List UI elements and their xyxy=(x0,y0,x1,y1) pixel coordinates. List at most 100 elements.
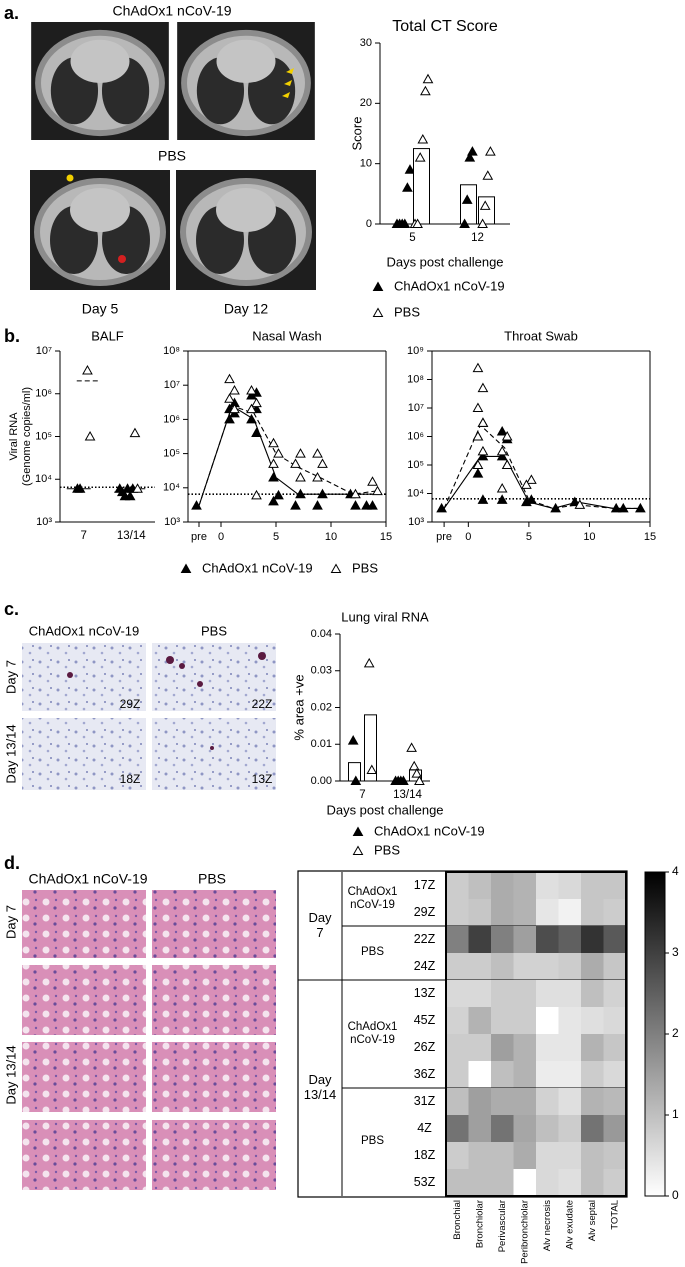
data-point xyxy=(635,502,646,513)
column-label: Alv exudate xyxy=(564,1200,575,1250)
heatmap-cell xyxy=(558,1088,582,1116)
series-line xyxy=(443,424,638,509)
data-point xyxy=(477,417,489,427)
data-point xyxy=(129,427,141,438)
panel-label: d. xyxy=(4,853,20,873)
data-point xyxy=(501,430,513,441)
image-caption: Day 12 xyxy=(224,301,269,317)
data-point xyxy=(251,397,262,408)
heatmap-cell xyxy=(446,899,469,927)
bar xyxy=(413,148,430,225)
heatmap-cell xyxy=(603,1034,627,1062)
data-point xyxy=(268,458,279,468)
y-tick-label: 10 xyxy=(360,158,372,170)
y-tick-label: 0.00 xyxy=(311,775,332,787)
heatmap-cell xyxy=(603,1007,627,1035)
data-point xyxy=(246,389,257,400)
y-tick-label: 10⁸ xyxy=(407,373,424,385)
micrograph xyxy=(152,965,276,1035)
y-tick-label: 10⁴ xyxy=(35,473,52,485)
data-point xyxy=(459,218,470,228)
legend-marker xyxy=(372,281,384,291)
micrograph xyxy=(22,643,146,711)
data-point xyxy=(132,483,143,493)
data-point xyxy=(350,488,361,499)
data-point xyxy=(472,468,484,478)
sample-id: 13Z xyxy=(252,772,273,786)
heatmap-cell xyxy=(558,1061,582,1089)
data-point xyxy=(496,425,508,436)
data-point xyxy=(477,494,489,504)
heatmap-cell xyxy=(468,1034,492,1062)
y-tick-label: 10⁹ xyxy=(407,345,424,357)
legend-label: ChAdOx1 nCoV-19 xyxy=(394,278,505,293)
bar xyxy=(364,714,377,782)
data-point xyxy=(350,500,361,510)
heatmap-cell xyxy=(536,1142,559,1170)
x-tick-label: pre xyxy=(191,531,207,543)
data-point xyxy=(229,384,240,395)
image-row-label: Day 13/14 xyxy=(3,1045,18,1104)
heatmap-cell xyxy=(558,1034,582,1062)
image-column-label: PBS xyxy=(198,871,226,887)
group-label: Day 13/14 xyxy=(303,1072,337,1102)
heatmap-cell xyxy=(468,1142,492,1170)
data-point xyxy=(496,482,508,493)
heatmap-cell xyxy=(468,1169,492,1197)
data-point xyxy=(461,194,473,204)
chart-title: Throat Swab xyxy=(504,328,578,343)
sample-id: 18Z xyxy=(120,772,141,786)
heatmap-cell xyxy=(581,1115,604,1143)
row-label: 36Z xyxy=(413,1067,436,1082)
subgroup-label: PBS xyxy=(360,1135,384,1148)
legend-label: ChAdOx1 nCoV-19 xyxy=(202,560,313,575)
colorbar xyxy=(644,871,666,1197)
x-tick-label: pre xyxy=(436,531,452,543)
data-point xyxy=(399,218,411,228)
heatmap-cell xyxy=(603,953,627,981)
heatmap-cell xyxy=(581,953,604,981)
heatmap-cell xyxy=(603,926,627,954)
heatmap-cell xyxy=(558,953,582,981)
ct-image xyxy=(31,22,169,140)
legend-label: PBS xyxy=(374,842,400,857)
data-point xyxy=(402,182,413,192)
heatmap-cell xyxy=(581,872,604,900)
heatmap-cell xyxy=(468,953,492,981)
heatmap-cell xyxy=(603,899,627,927)
data-point xyxy=(521,496,532,507)
y-tick-label: 10⁴ xyxy=(163,482,180,494)
ct-image xyxy=(176,170,316,290)
data-point xyxy=(124,490,136,501)
data-point xyxy=(246,413,257,424)
heatmap-cell xyxy=(491,953,514,981)
x-tick-label: 15 xyxy=(380,531,392,543)
ct-image xyxy=(30,170,170,290)
heatmap-cell xyxy=(536,1061,559,1089)
micrograph xyxy=(152,1042,276,1112)
data-point xyxy=(312,448,323,458)
data-point xyxy=(482,170,494,180)
column-label: Alv septal xyxy=(587,1200,598,1241)
data-point xyxy=(367,476,378,486)
image-column-label: ChAdOx1 nCoV-19 xyxy=(28,871,147,887)
group-label: Day 7 xyxy=(308,910,332,940)
heatmap-cell xyxy=(468,980,492,1008)
heatmap-cell xyxy=(513,1034,537,1062)
heatmap-cell xyxy=(603,1169,627,1197)
row-label: 29Z xyxy=(413,905,436,920)
heatmap-cell xyxy=(558,872,582,900)
heatmap-cell xyxy=(513,1088,537,1116)
image-column-label: PBS xyxy=(201,623,227,638)
y-tick-label: 0.02 xyxy=(311,701,332,713)
heatmap-cell xyxy=(468,872,492,900)
y-tick-label: 10⁴ xyxy=(407,487,424,499)
series-line xyxy=(198,405,376,506)
data-point xyxy=(268,495,279,506)
heatmap-cell xyxy=(513,1115,537,1143)
heatmap-cell xyxy=(446,1115,469,1143)
heatmap-cell xyxy=(491,1169,514,1197)
x-tick-label: 7 xyxy=(81,530,87,542)
data-point xyxy=(406,742,417,752)
heatmap-cell xyxy=(581,1142,604,1170)
